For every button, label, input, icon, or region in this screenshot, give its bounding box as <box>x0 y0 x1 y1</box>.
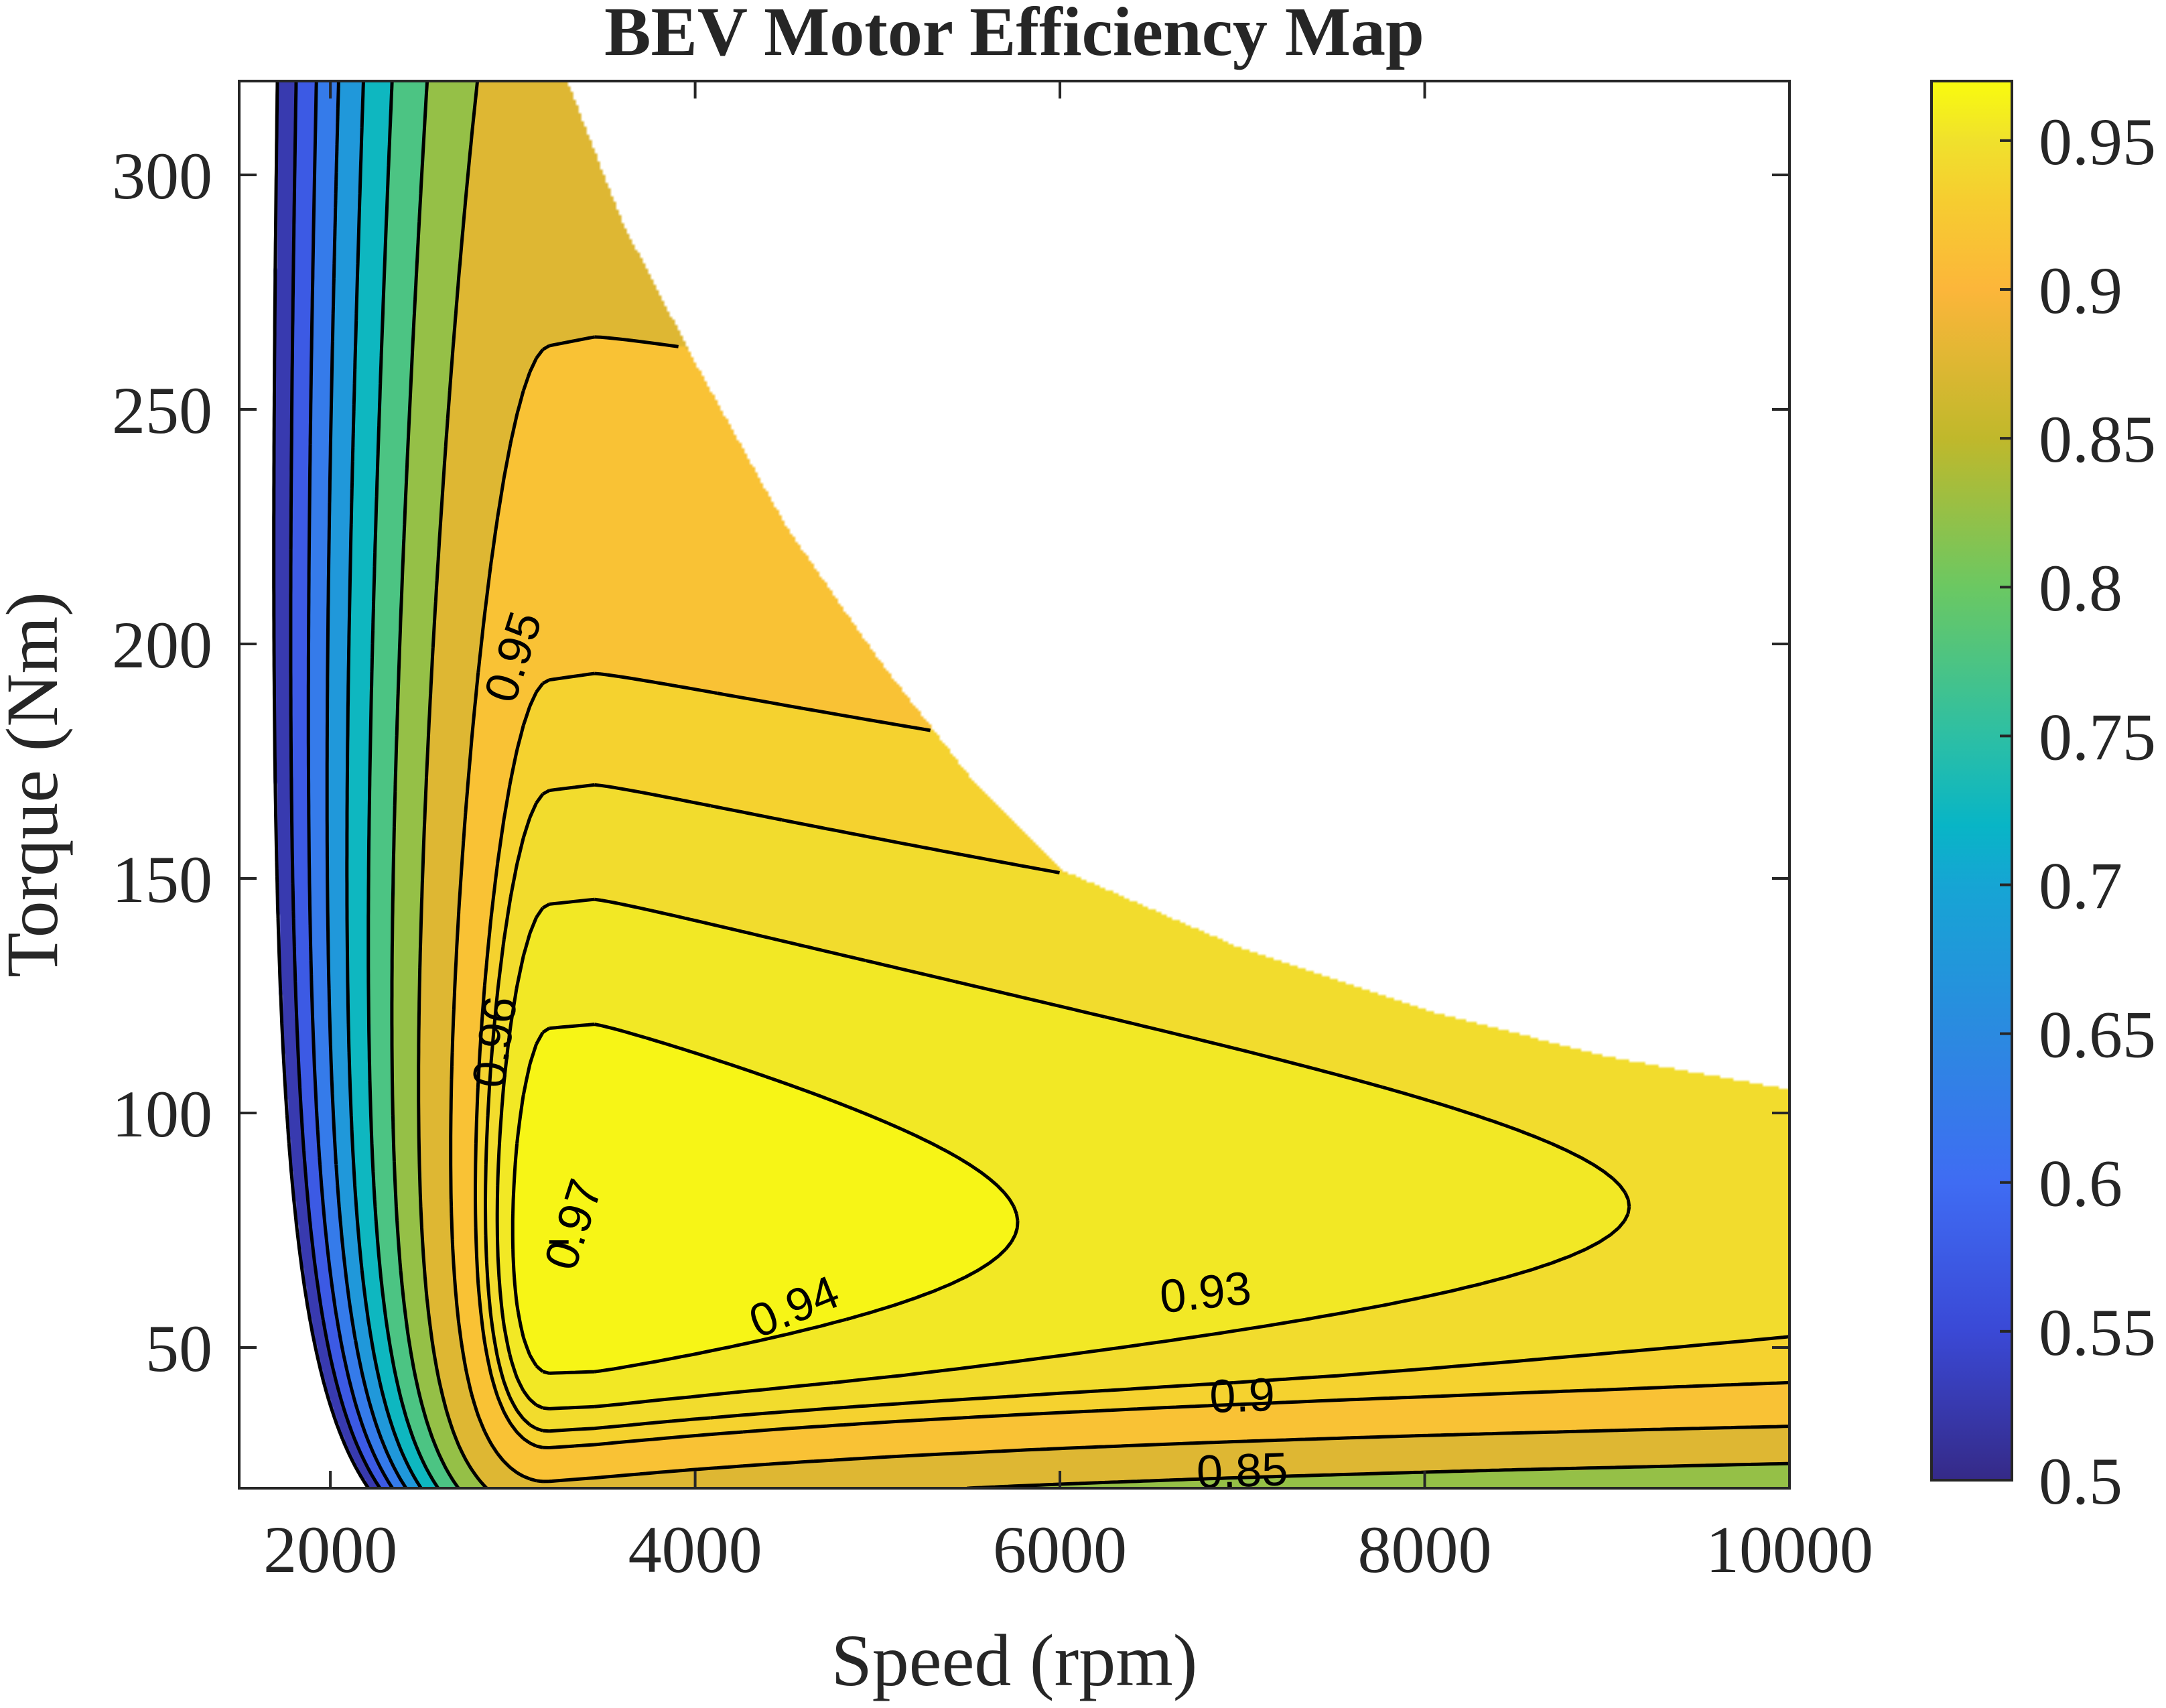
contour-label: 0.96 <box>462 993 527 1091</box>
colorbar-ticks: 0.5 0.55 0.6 0.65 0.7 0.75 0.8 0.85 0.9 0.95 <box>2000 105 2156 1518</box>
efficiency-heatmap <box>239 81 1789 1488</box>
contour-line-0.55 <box>289 81 382 1488</box>
colorbar-tick-label: 0.55 <box>2039 1295 2156 1370</box>
contour-label: 0.9 <box>1209 1368 1276 1423</box>
colorbar-tick-label: 0.65 <box>2039 998 2156 1072</box>
plot-frame <box>238 80 1791 1490</box>
y-axis-label: Torque (Nm) <box>0 592 73 978</box>
contour-label: 0.93 <box>1157 1262 1254 1323</box>
contour-line-0.9 <box>449 335 1789 1484</box>
colorbar <box>1930 80 2013 1482</box>
colorbar-tick-label: 0.6 <box>2039 1146 2122 1221</box>
colorbar-tick-label: 0.9 <box>2039 253 2122 328</box>
contour-line-0.6 <box>306 81 394 1488</box>
contour-line-0.75 <box>366 81 440 1488</box>
contour-line-0.85 <box>417 81 1789 1488</box>
y-tick-label: 100 <box>112 1077 212 1151</box>
colorbar-tick-label: 0.7 <box>2039 848 2122 923</box>
contour-line-0.8 <box>390 81 460 1488</box>
x-axis-label: Speed (rpm) <box>831 1620 1198 1701</box>
contour-line-0.93 <box>474 671 1789 1449</box>
x-tick-label: 2000 <box>263 1512 397 1587</box>
x-tick-label: 4000 <box>628 1512 762 1587</box>
contour-line-0.94 <box>484 783 1789 1433</box>
x-axis: 2000 4000 6000 8000 10000 <box>263 81 1873 1587</box>
colorbar-tick-label: 0.85 <box>2039 402 2156 476</box>
contour-lines <box>272 81 1789 1488</box>
contour-fill-layer <box>239 81 1789 1488</box>
x-tick-label: 10000 <box>1706 1512 1873 1587</box>
colorbar-tick-label: 0.75 <box>2039 700 2156 774</box>
contour-line-0.7 <box>345 81 423 1488</box>
y-tick-label: 300 <box>112 139 212 213</box>
contour-line-0.95 <box>495 897 1631 1410</box>
chart-title: BEV Motor Efficiency Map <box>604 0 1424 70</box>
y-tick-label: 150 <box>112 842 212 917</box>
colorbar-tick-label: 0.95 <box>2039 105 2156 179</box>
colorbar-tick-label: 0.5 <box>2039 1444 2122 1518</box>
y-tick-label: 50 <box>145 1311 212 1386</box>
x-tick-label: 6000 <box>993 1512 1127 1587</box>
x-tick-label: 8000 <box>1358 1512 1492 1587</box>
contour-line-0.5 <box>272 81 370 1488</box>
contour-label: 0.85 <box>1196 1443 1289 1498</box>
colorbar-tick-label: 0.8 <box>2039 551 2122 625</box>
y-axis: 50 100 150 200 250 300 <box>112 139 1789 1386</box>
y-tick-label: 200 <box>112 608 212 682</box>
contour-line-0.65 <box>325 81 408 1488</box>
y-tick-label: 250 <box>112 373 212 448</box>
contour-line-0.96 <box>511 1023 1020 1375</box>
